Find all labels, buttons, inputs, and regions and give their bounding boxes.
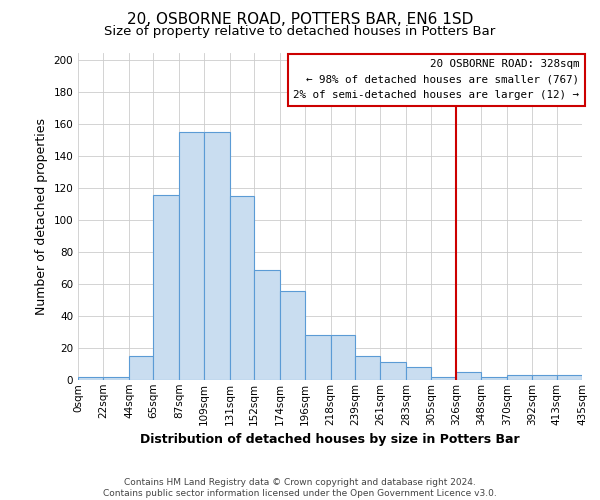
Bar xyxy=(103,377,129,380)
Bar xyxy=(78,377,103,380)
Bar xyxy=(280,290,305,380)
Bar xyxy=(355,356,380,380)
Bar xyxy=(532,375,557,380)
Bar xyxy=(456,372,481,380)
Bar xyxy=(230,196,254,380)
Text: 20 OSBORNE ROAD: 328sqm
← 98% of detached houses are smaller (767)
2% of semi-de: 20 OSBORNE ROAD: 328sqm ← 98% of detache… xyxy=(293,59,580,100)
Bar xyxy=(506,375,532,380)
Bar xyxy=(331,336,355,380)
Text: Size of property relative to detached houses in Potters Bar: Size of property relative to detached ho… xyxy=(104,25,496,38)
Bar xyxy=(129,356,154,380)
Bar xyxy=(380,362,406,380)
Bar xyxy=(305,336,331,380)
Bar xyxy=(154,194,179,380)
Bar xyxy=(204,132,230,380)
Bar xyxy=(179,132,204,380)
X-axis label: Distribution of detached houses by size in Potters Bar: Distribution of detached houses by size … xyxy=(140,433,520,446)
Bar xyxy=(557,375,582,380)
Bar xyxy=(481,377,506,380)
Bar xyxy=(254,270,280,380)
Bar xyxy=(431,377,456,380)
Text: 20, OSBORNE ROAD, POTTERS BAR, EN6 1SD: 20, OSBORNE ROAD, POTTERS BAR, EN6 1SD xyxy=(127,12,473,28)
Bar xyxy=(406,367,431,380)
Y-axis label: Number of detached properties: Number of detached properties xyxy=(35,118,48,315)
Text: Contains HM Land Registry data © Crown copyright and database right 2024.
Contai: Contains HM Land Registry data © Crown c… xyxy=(103,478,497,498)
